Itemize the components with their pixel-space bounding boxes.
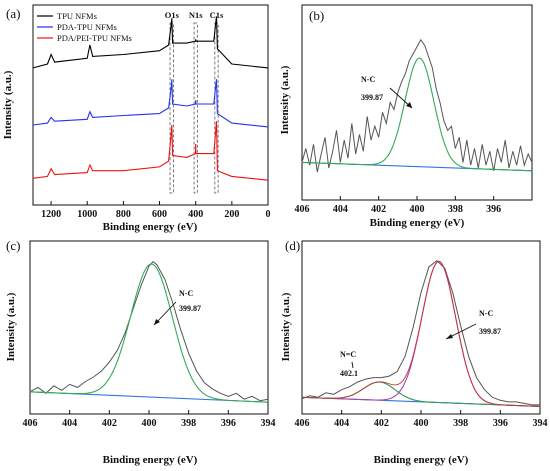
legend-entry: PDA/PEI-TPU NFMs xyxy=(57,33,132,43)
series-line xyxy=(32,79,269,128)
panel-letter: (b) xyxy=(309,8,324,23)
fit-peak-line xyxy=(301,260,540,407)
peak-guide-box xyxy=(169,22,175,194)
peak-label: C1s xyxy=(210,10,224,20)
x-tick-label: 394 xyxy=(533,418,548,429)
panel-b: (b) Intensity (a.u.) Binding energy (eV)… xyxy=(279,4,533,229)
plot-frame xyxy=(32,4,269,206)
raw-data-line xyxy=(301,260,540,406)
series-lines xyxy=(29,261,269,403)
x-tick-label: 406 xyxy=(23,418,38,429)
fit-peak-line xyxy=(29,263,269,403)
raw-data-line xyxy=(301,38,533,173)
annotation-value: 399.87 xyxy=(479,327,501,336)
series-lines xyxy=(32,16,269,181)
annotation-arrow xyxy=(351,361,354,369)
annotation-value: 399.87 xyxy=(179,304,201,313)
x-axis-label: Binding energy (eV) xyxy=(370,217,465,229)
annotation-label: N-C xyxy=(361,75,375,84)
panel-d: (d) Intensity (a.u.) Binding energy (eV)… xyxy=(280,238,548,466)
arrow-head xyxy=(154,319,160,325)
arrow-head xyxy=(446,334,453,339)
peak-label: N1s xyxy=(189,10,203,20)
panel-letter: (a) xyxy=(6,6,20,21)
x-tick-label: 396 xyxy=(493,418,508,429)
arrow-head xyxy=(406,102,412,108)
x-tick-label: 404 xyxy=(62,418,77,429)
peak-guides: O1s N1s C1s xyxy=(165,10,224,194)
x-tick-label: 0 xyxy=(266,209,271,220)
series-line xyxy=(32,121,269,181)
fit-peak-line xyxy=(301,381,540,407)
x-tick-label: 400 xyxy=(188,209,203,220)
panel-letter: (d) xyxy=(285,238,300,253)
x-tick-label: 396 xyxy=(486,204,501,215)
panel-a: (a) Intensity (a.u.) Binding energy (eV)… xyxy=(2,4,271,233)
annotation-label: N=C xyxy=(340,350,356,359)
x-tick-label: 404 xyxy=(334,418,349,429)
y-axis-label: Intensity (a.u.) xyxy=(280,292,292,361)
x-ticks: 1200 1000 800 600 400 200 0 xyxy=(41,201,271,220)
y-axis-label: Intensity (a.u.) xyxy=(5,292,17,361)
annotation-label: N-C xyxy=(479,309,493,318)
x-axis-label: Binding energy (eV) xyxy=(103,221,198,233)
annotation: N-C 399.87 xyxy=(361,75,413,109)
x-tick-label: 406 xyxy=(295,418,310,429)
x-tick-label: 406 xyxy=(295,204,310,215)
x-tick-label: 400 xyxy=(414,418,429,429)
y-axis-label: Intensity (a.u.) xyxy=(2,70,14,139)
x-tick-label: 404 xyxy=(333,204,348,215)
panel-letter: (c) xyxy=(6,238,20,253)
x-ticks: 406 404 402 400 398 396 xyxy=(295,196,501,215)
x-tick-label: 400 xyxy=(142,418,157,429)
series-line xyxy=(32,16,269,69)
series-lines xyxy=(301,38,533,173)
x-tick-label: 398 xyxy=(181,418,196,429)
legend-entry: TPU NFMs xyxy=(57,11,97,21)
peak-guide-box xyxy=(193,22,198,194)
x-tick-label: 200 xyxy=(224,209,239,220)
x-tick-label: 600 xyxy=(152,209,167,220)
x-ticks: 406 404 402 400 398 396 394 xyxy=(295,410,548,429)
x-tick-label: 398 xyxy=(453,418,468,429)
fit-peak-line xyxy=(302,57,532,172)
raw-data-line xyxy=(29,261,269,402)
legend-entry: PDA-TPU NFMs xyxy=(57,22,117,32)
y-axis-label: Intensity (a.u.) xyxy=(279,65,291,134)
x-ticks: 406 404 402 400 398 396 394 xyxy=(23,410,276,429)
plot-frame xyxy=(301,4,533,201)
x-tick-label: 394 xyxy=(261,418,276,429)
peak-label: O1s xyxy=(165,10,180,20)
plot-frame xyxy=(301,240,541,415)
x-tick-label: 402 xyxy=(371,204,386,215)
series-lines xyxy=(301,260,541,407)
x-tick-label: 800 xyxy=(116,209,131,220)
fit-envelope-line xyxy=(301,260,540,407)
x-tick-label: 400 xyxy=(410,204,425,215)
annotation-label: N-C xyxy=(179,289,193,298)
x-tick-label: 1200 xyxy=(41,209,61,220)
annotation-value: 402.1 xyxy=(340,369,358,378)
x-tick-label: 402 xyxy=(374,418,389,429)
x-axis-label: Binding energy (eV) xyxy=(374,454,469,466)
x-tick-label: 1000 xyxy=(77,209,97,220)
x-tick-label: 402 xyxy=(102,418,117,429)
annotation-nc: N-C 399.87 xyxy=(445,309,501,340)
x-tick-label: 396 xyxy=(221,418,236,429)
annotation: N-C 399.87 xyxy=(153,289,201,326)
x-tick-label: 398 xyxy=(448,204,463,215)
annotation-value: 399.87 xyxy=(361,93,383,102)
x-axis-label: Binding energy (eV) xyxy=(103,454,198,466)
annotation-n-double-c: N=C 402.1 xyxy=(340,350,358,378)
panel-c: (c) Intensity (a.u.) Binding energy (eV)… xyxy=(5,238,276,466)
